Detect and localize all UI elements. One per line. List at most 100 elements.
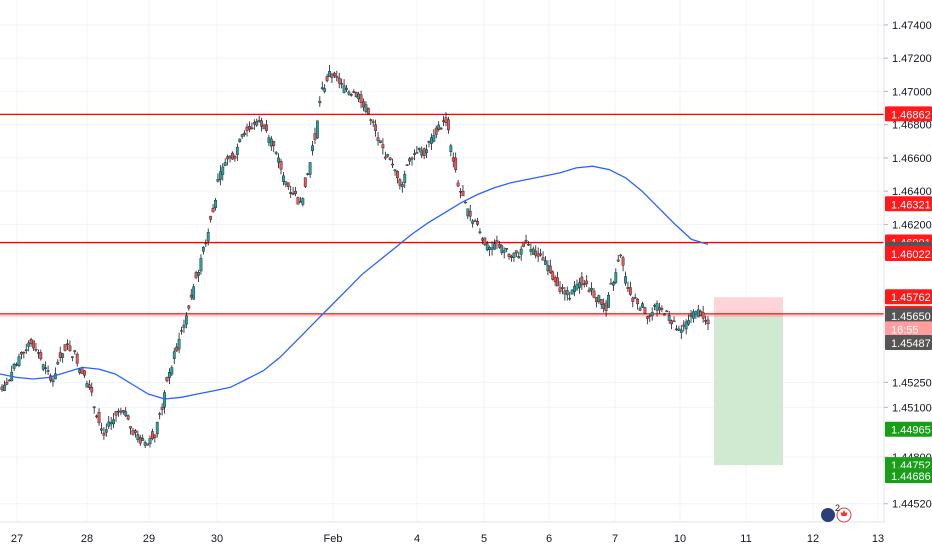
candle-body: [216, 179, 220, 182]
candle-body: [141, 438, 145, 441]
candle-body: [158, 413, 162, 415]
candle-body: [143, 441, 147, 446]
candle-body: [357, 93, 361, 100]
candle-body: [638, 308, 642, 311]
candle-body: [570, 289, 574, 295]
candle-body: [631, 297, 635, 302]
candle-body: [594, 297, 598, 303]
candle-body: [689, 314, 693, 317]
candle-body: [32, 340, 35, 349]
currency-badge[interactable]: 2: [821, 503, 852, 523]
candle-body: [626, 287, 630, 289]
candle-body: [362, 101, 365, 108]
candle-body: [415, 152, 419, 154]
candle-body: [269, 138, 273, 147]
candles: [0, 64, 710, 449]
candle-body: [204, 242, 208, 245]
candle-body: [497, 244, 501, 248]
y-tick-label: 1.47200: [892, 53, 932, 65]
candle-body: [456, 182, 460, 187]
candle-body: [131, 430, 135, 435]
candle-body: [73, 350, 77, 352]
candle-body: [444, 117, 448, 123]
candle-body: [95, 415, 99, 418]
candle-body: [20, 352, 23, 355]
candle-body: [345, 87, 348, 90]
candle-body: [146, 443, 149, 446]
candle-body: [573, 285, 576, 292]
candle-body: [80, 367, 84, 374]
take-profit-zone[interactable]: [714, 315, 783, 466]
candle-body: [168, 371, 171, 378]
x-tick-label: 6: [546, 533, 552, 545]
candle-body: [151, 431, 154, 439]
candle-body: [597, 295, 601, 302]
candle-body: [432, 135, 436, 142]
candle-body: [315, 120, 319, 139]
candle-body: [235, 146, 239, 155]
candle-body: [439, 127, 443, 130]
candle-body: [662, 313, 666, 316]
candle-body: [383, 156, 387, 159]
candle-body: [206, 232, 210, 242]
candle-body: [100, 428, 103, 431]
stop-loss-zone[interactable]: [714, 297, 783, 316]
candle-body: [490, 247, 494, 250]
candle-body: [628, 287, 632, 295]
candle-body: [243, 132, 247, 135]
candle-body: [61, 353, 65, 358]
candle-body: [451, 157, 455, 162]
candle-body: [5, 381, 9, 385]
candle-body: [187, 305, 191, 309]
candle-body: [505, 248, 509, 250]
candle-body: [692, 311, 695, 319]
y-tick-label: 1.47400: [892, 20, 932, 32]
candle-body: [488, 247, 492, 250]
candle-body: [517, 256, 521, 259]
candle-body: [238, 138, 242, 143]
price-badge-label: 1.46862: [891, 109, 931, 121]
candle-body: [405, 164, 409, 167]
candle-body: [459, 191, 462, 193]
candle-body: [240, 134, 244, 137]
candle-body: [442, 120, 445, 122]
candle-body: [117, 410, 120, 413]
candle-body: [126, 415, 130, 420]
price-badge-label: 1.46321: [891, 199, 931, 211]
candle-body: [112, 419, 116, 425]
price-badge-label: 1.45650: [891, 311, 931, 323]
candle-body: [272, 141, 276, 146]
candle-body: [296, 197, 300, 205]
candle-body: [510, 255, 513, 258]
y-tick-label: 1.46400: [892, 186, 932, 198]
candle-body: [417, 147, 421, 150]
candle-body: [87, 384, 91, 388]
candle-body: [231, 152, 234, 160]
candle-body: [214, 199, 217, 209]
candle-body: [97, 412, 101, 424]
candle-body: [609, 283, 613, 285]
candle-body: [379, 140, 382, 143]
candle-body: [473, 220, 477, 222]
candle-body: [575, 284, 579, 290]
candle-body: [371, 121, 375, 123]
candle-body: [393, 169, 397, 172]
price-badge: [885, 289, 932, 305]
candle-body: [223, 162, 227, 166]
candle-body: [400, 184, 404, 187]
y-tick-label: 1.46600: [892, 153, 932, 165]
candle-body: [413, 153, 416, 155]
candle-body: [655, 303, 659, 311]
price-badge: [885, 246, 932, 262]
candle-body: [29, 339, 33, 345]
candle-body: [34, 348, 38, 351]
candle-body: [189, 294, 193, 298]
candle-body: [260, 120, 263, 127]
candle-body: [684, 321, 688, 330]
candle-body: [46, 370, 50, 372]
candle-body: [495, 240, 499, 244]
candle-body: [388, 157, 392, 161]
candle-body: [24, 349, 28, 351]
candle-body: [410, 157, 414, 160]
